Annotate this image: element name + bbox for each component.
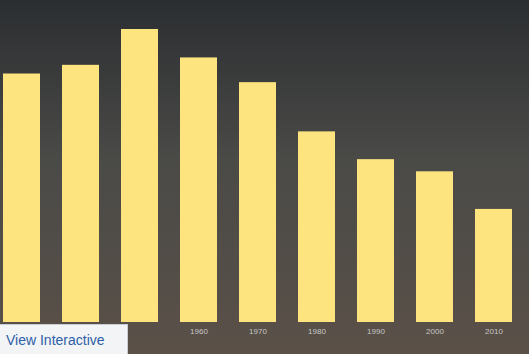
svg-text:1960: 1960 xyxy=(190,327,208,336)
svg-text:2000: 2000 xyxy=(426,327,444,336)
html-text:View Interactive: View Interactive xyxy=(6,332,105,348)
svg-text:1970: 1970 xyxy=(249,327,267,336)
svg-text:1990: 1990 xyxy=(367,327,385,336)
svg-text:1980: 1980 xyxy=(308,327,326,336)
svg-text:2010: 2010 xyxy=(485,327,503,336)
